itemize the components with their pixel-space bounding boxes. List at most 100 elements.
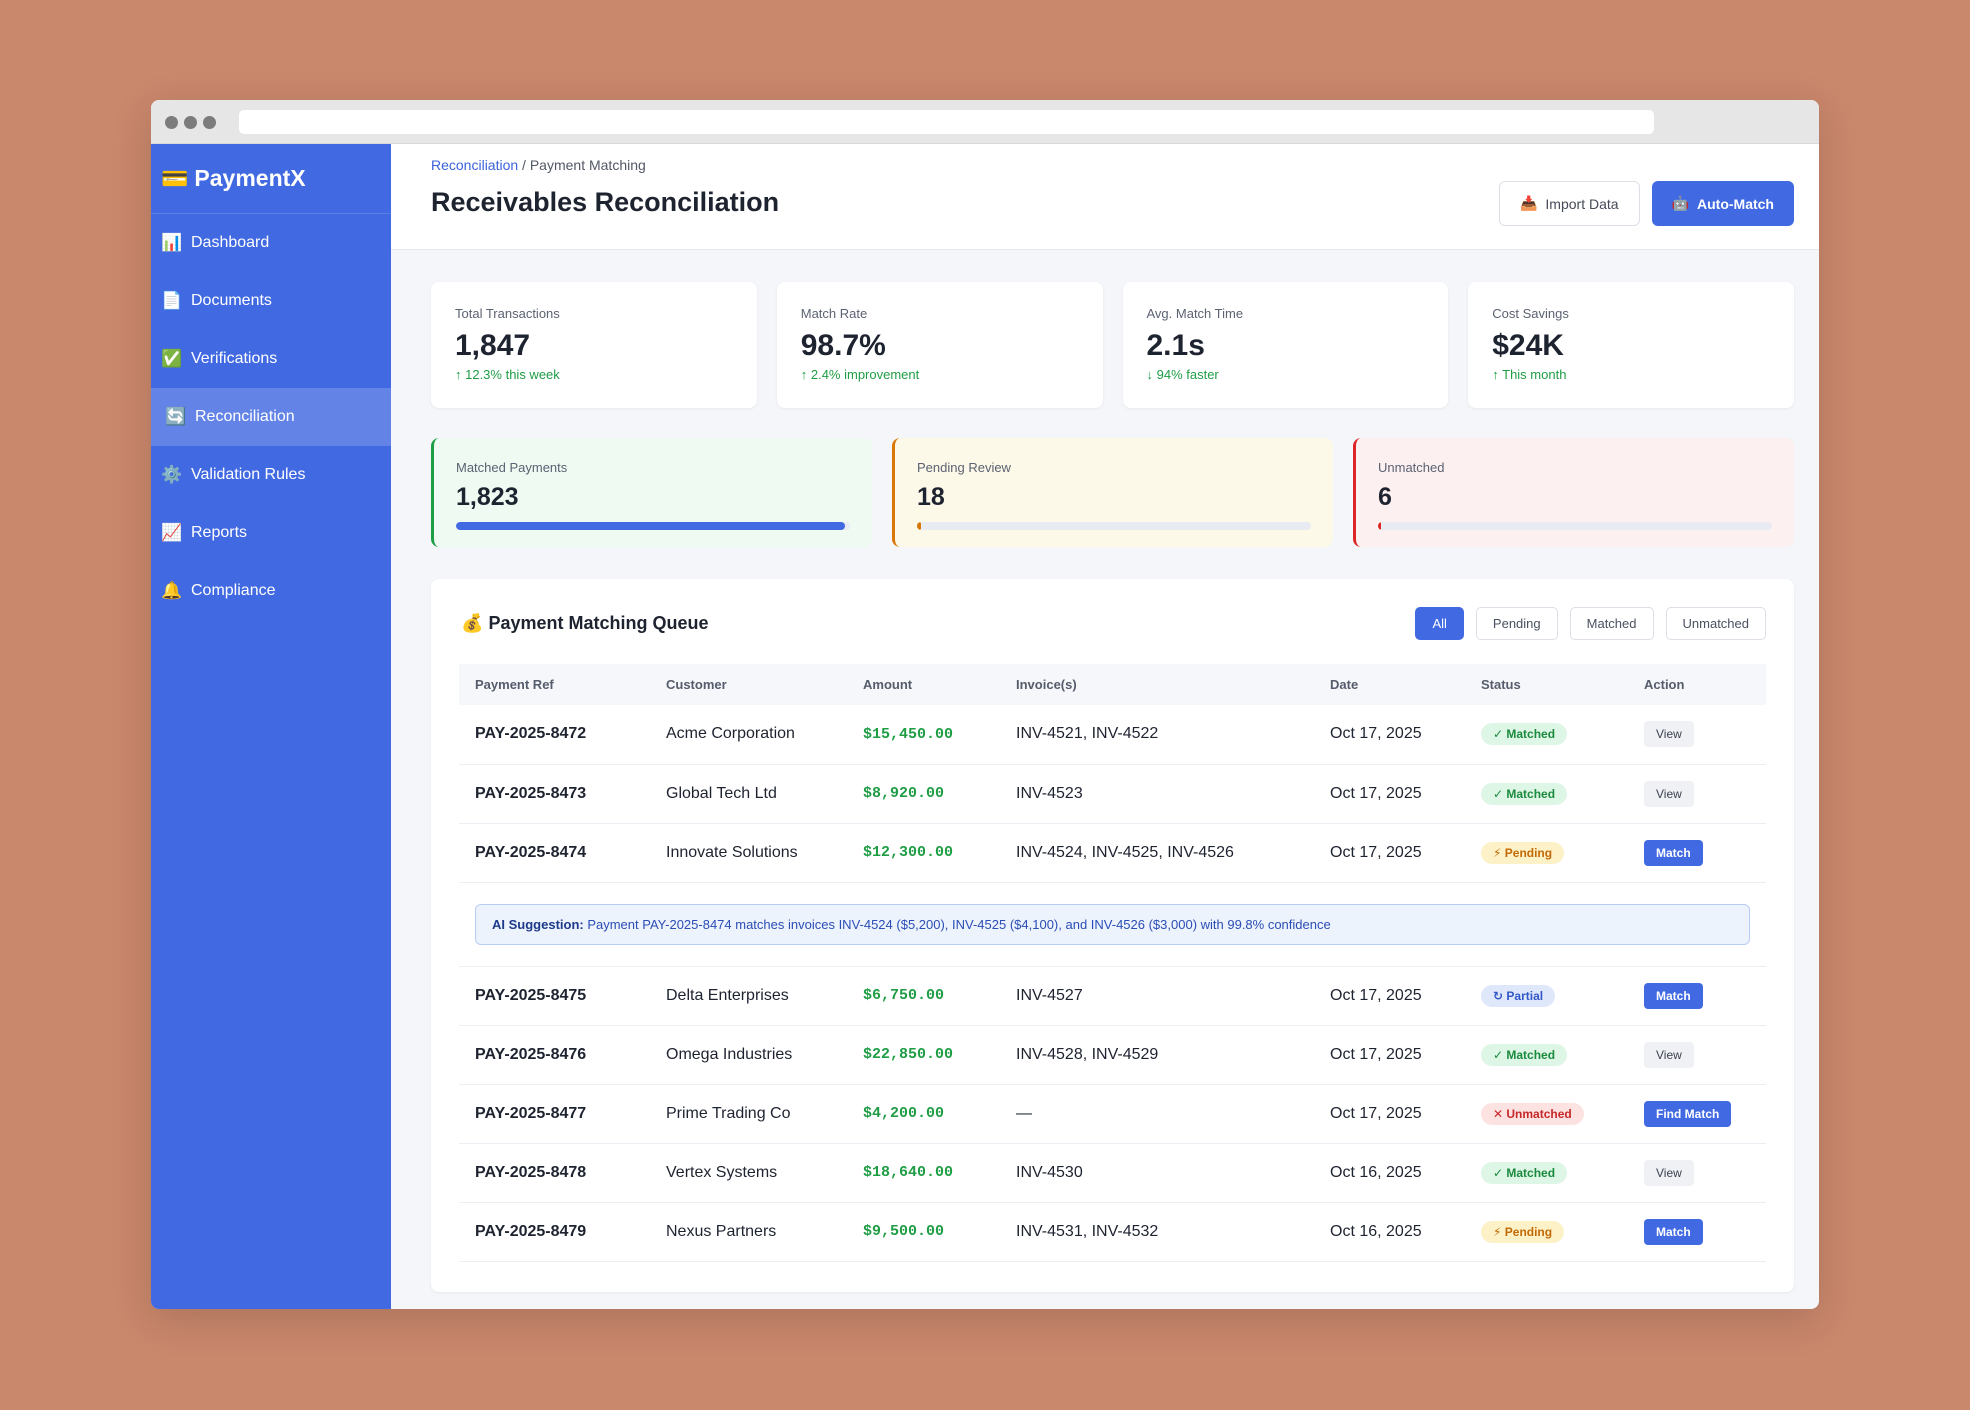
cell: PAY-2025-8474 [459,823,650,883]
cell: INV-4530 [1000,1143,1314,1203]
filter-button[interactable]: Unmatched [1665,607,1766,640]
nav-label: Compliance [191,582,276,599]
queue-title-text: Payment Matching Queue [488,613,709,633]
window-dot [203,116,216,129]
cell: Delta Enterprises [650,966,847,1026]
window-dot [165,116,178,129]
stat-delta: ↑ 2.4% improvement [800,367,920,382]
cell: Oct 17, 2025 [1314,823,1465,883]
column-header: Customer [650,664,847,705]
title-bar [151,100,1819,144]
cell: PAY-2025-8472 [459,705,650,765]
import-button[interactable]: 📥 Import Data [1498,181,1640,226]
progress-value: 6 [1378,483,1392,511]
table-row: PAY-2025-8472 Acme Corporation $15,450.00 I… [459,705,1766,765]
cell: $15,450.00 [847,705,1000,765]
progress-track [917,522,1311,530]
brand-name: PaymentX [194,165,306,191]
filter-button[interactable]: Matched [1569,607,1654,640]
action-button[interactable]: View [1644,721,1694,748]
cell: Omega Industries [650,1025,847,1085]
cell: View [1628,764,1766,824]
filter-button[interactable]: Pending [1475,607,1558,640]
cell: — [1000,1084,1314,1144]
nav-label: Validation Rules [191,466,306,483]
cell: PAY-2025-8476 [459,1025,650,1085]
cell: ✕ Unmatched [1465,1084,1628,1144]
progress-fill [917,522,921,530]
action-button[interactable]: View [1644,1159,1694,1186]
nav-label: Verifications [191,350,278,367]
nav-item[interactable]: 🔄 Reconciliation [151,388,391,446]
nav-item[interactable]: 📈 Reports [151,504,391,562]
stat-label: Cost Savings [1492,306,1569,321]
filter-button[interactable]: All [1415,607,1464,640]
cell: ✓ Matched [1465,1143,1628,1203]
nav-label: Documents [191,292,272,309]
url-bar[interactable] [239,110,1654,134]
window-dot [184,116,197,129]
nav-item[interactable]: 🔔 Compliance [151,562,391,620]
cell: PAY-2025-8473 [459,764,650,824]
nav-icon: ✅ [161,349,183,368]
cell: $8,920.00 [847,764,1000,824]
nav-icon: 📈 [161,523,183,542]
cell: Find Match [1628,1084,1766,1144]
table-row: PAY-2025-8476 Omega Industries $22,850.00 I… [459,1025,1766,1085]
cell: $22,850.00 [847,1025,1000,1085]
action-button[interactable]: Match [1644,982,1703,1009]
status-badge: ✓ Matched [1481,1043,1568,1066]
action-button[interactable]: View [1644,780,1694,807]
button-icon: 📥 [1519,195,1538,211]
cell: Oct 17, 2025 [1314,764,1465,824]
stat-value: 2.1s [1146,329,1205,362]
stat-label: Avg. Match Time [1146,306,1244,321]
cell: Nexus Partners [650,1202,847,1262]
table-row: PAY-2025-8474 Innovate Solutions $12,300.0… [459,823,1766,883]
cell: $6,750.00 [847,966,1000,1026]
cell: View [1628,705,1766,765]
action-button[interactable]: Match [1644,839,1703,866]
browser-window: 💳 PaymentX 📊 Dashboard 📄 Documents ✅ Verificat… [151,100,1819,1309]
progress-card: Unmatched 6 [1353,438,1794,547]
nav-item[interactable]: ✅ Verifications [151,330,391,388]
brand: 💳 PaymentX [151,144,391,214]
action-button[interactable]: Match [1644,1218,1703,1245]
stat-label: Match Rate [800,306,868,321]
cell: ⚡ Pending [1465,823,1628,883]
queue-table: Payment Ref Customer Amount Invoice(s) Date S… [459,664,1766,1262]
action-button[interactable]: Find Match [1644,1100,1732,1127]
table-row: PAY-2025-8478 Vertex Systems $18,640.00 INV… [459,1143,1766,1203]
status-badge: ↻ Partial [1481,984,1556,1007]
nav-item[interactable]: 📊 Dashboard [151,214,391,272]
nav-label: Dashboard [191,234,270,251]
cell: PAY-2025-8475 [459,966,650,1026]
cell: $12,300.00 [847,823,1000,883]
ai-suggestion-row: AI Suggestion: Payment PAY-2025-8474 mat… [459,882,1766,967]
queue-header: 💰 Payment Matching Queue All Pending Match… [459,607,1766,640]
breadcrumb-link[interactable]: Reconciliation [431,157,519,173]
cell: $4,200.00 [847,1084,1000,1144]
button-icon: 🤖 [1671,195,1689,211]
page-title: Receivables Reconciliation [431,187,780,217]
cell: INV-4528, INV-4529 [1000,1025,1314,1085]
nav-icon: 🔔 [161,581,183,600]
cell: ↻ Partial [1465,966,1628,1026]
progress-value: 1,823 [456,483,519,511]
nav-item[interactable]: ⚙️ Validation Rules [151,446,391,504]
progress-cards: Matched Payments 1,823 Pending Review 18 Unm… [431,438,1794,547]
stat-card: Cost Savings $24K ↑ This month [1468,282,1794,408]
cell: ✓ Matched [1465,764,1628,824]
cell: Oct 17, 2025 [1314,966,1465,1026]
queue-card: 💰 Payment Matching Queue All Pending Match… [431,579,1794,1292]
column-header: Invoice(s) [1000,664,1314,705]
progress-label: Unmatched [1378,460,1445,475]
cell: Oct 17, 2025 [1314,1084,1465,1144]
auto-match-button[interactable]: 🤖 Auto-Match [1651,181,1794,226]
progress-fill [1378,522,1381,530]
nav-label: Reconciliation [195,408,295,425]
ai-text: Payment PAY-2025-8474 matches invoices I… [583,916,1331,932]
action-button[interactable]: View [1644,1041,1694,1068]
ai-cell: AI Suggestion: Payment PAY-2025-8474 mat… [459,882,1766,967]
nav-item[interactable]: 📄 Documents [151,272,391,330]
